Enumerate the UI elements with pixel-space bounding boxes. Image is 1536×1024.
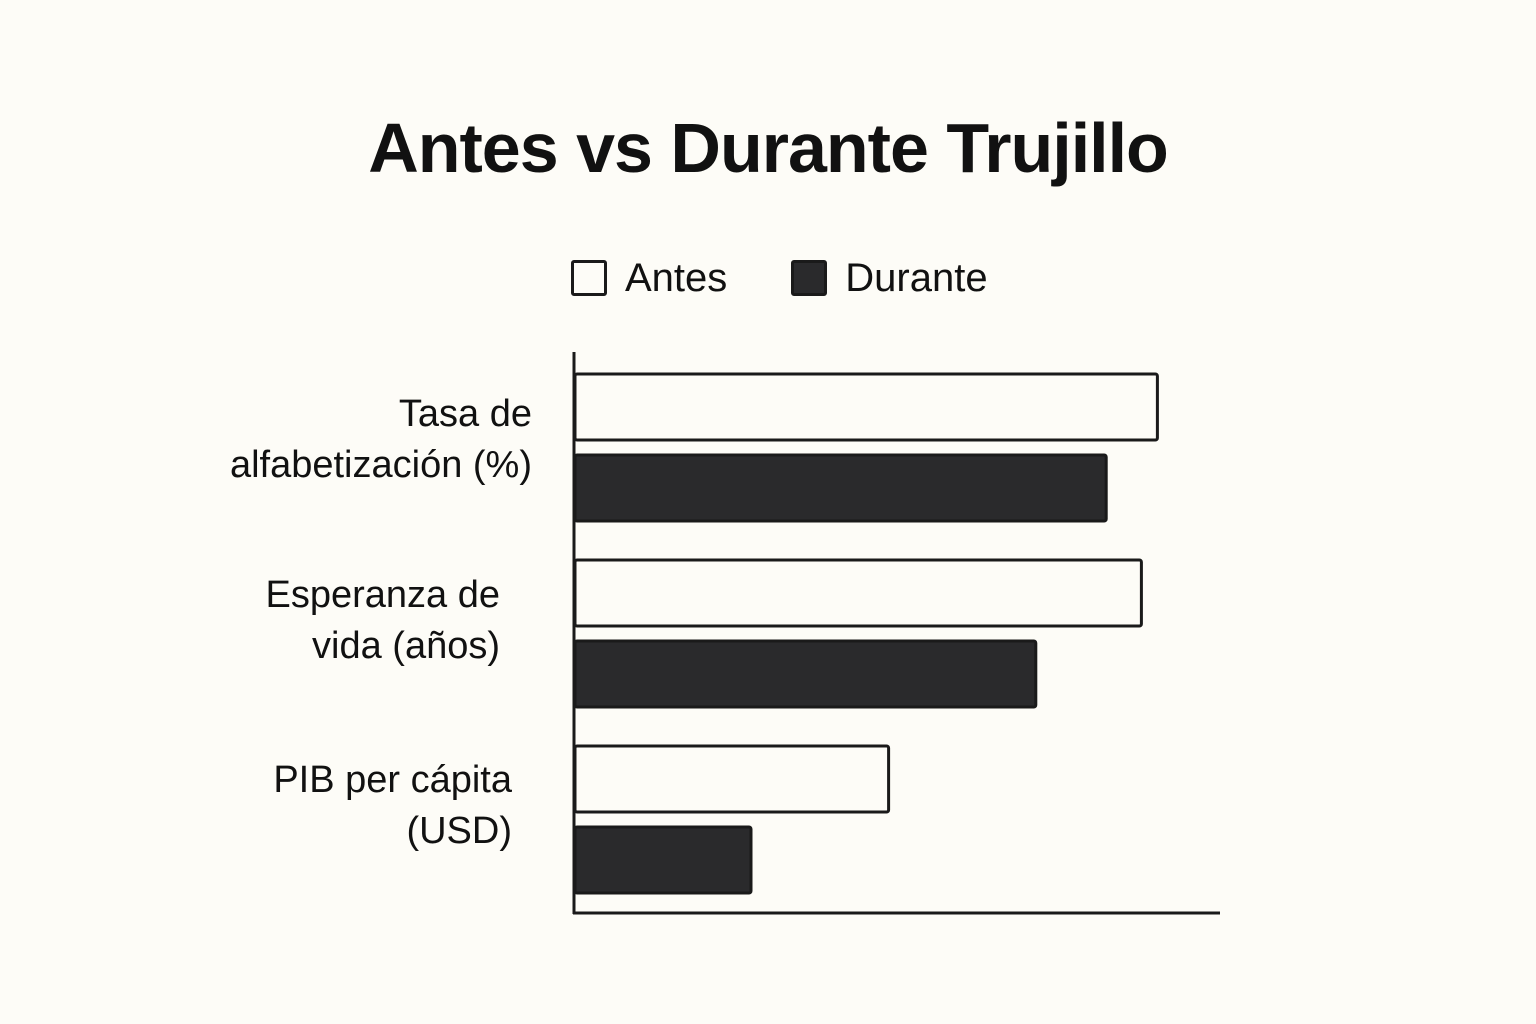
legend: Antes Durante	[571, 254, 1052, 302]
category-label-esperanza: Esperanza de vida (años)	[266, 570, 501, 672]
bar-durante-1	[573, 639, 1038, 709]
category-label-line: Esperanza de	[265, 574, 501, 616]
legend-item-durante: Durante	[791, 255, 988, 301]
bar-antes-2	[573, 744, 891, 814]
category-label-line: vida (años)	[312, 625, 500, 667]
category-label-pib: PIB per cápita (USD)	[273, 755, 512, 857]
bar-durante-2	[573, 825, 753, 895]
category-label-line: alfabetización (%)	[229, 444, 532, 486]
legend-item-antes: Antes	[571, 256, 727, 301]
bar-antes-1	[573, 558, 1143, 628]
chart-title: Antes vs Durante Trujillo	[368, 109, 1169, 187]
category-label-line: Tasa de	[398, 393, 532, 435]
category-label-line: (USD)	[406, 810, 512, 852]
bars-group	[573, 372, 1159, 895]
legend-label-durante: Durante	[845, 255, 988, 300]
legend-swatch-durante	[791, 260, 828, 296]
bar-durante-0	[573, 453, 1108, 523]
legend-swatch-antes	[571, 260, 607, 296]
legend-label-antes: Antes	[625, 255, 728, 300]
category-label-line: PIB per cápita	[273, 759, 512, 801]
category-label-alfabetizacion: Tasa de alfabetización (%)	[230, 389, 532, 491]
bar-antes-0	[573, 372, 1159, 442]
